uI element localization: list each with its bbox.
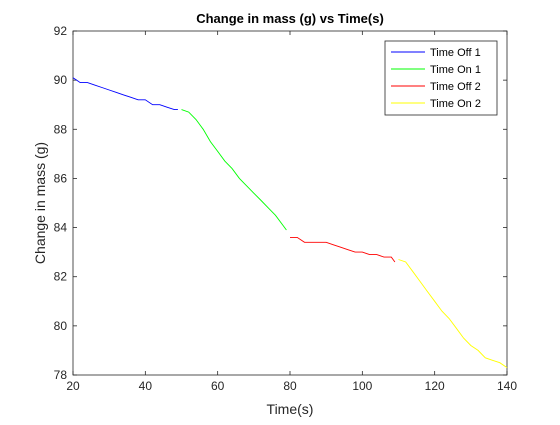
- legend-label: Time Off 1: [430, 47, 481, 59]
- y-tick-label: 82: [54, 270, 68, 284]
- x-tick-label: 140: [497, 379, 517, 393]
- y-tick-label: 80: [54, 319, 68, 333]
- x-tick-label: 60: [211, 379, 225, 393]
- legend-label: Time On 1: [430, 64, 481, 76]
- series-line: [398, 259, 508, 368]
- chart-title: Change in mass (g) vs Time(s): [196, 11, 384, 26]
- x-axis-label: Time(s): [267, 401, 314, 417]
- series-line: [72, 77, 178, 111]
- y-tick-label: 90: [54, 73, 68, 87]
- y-axis-label: Change in mass (g): [32, 142, 48, 264]
- series-line: [290, 236, 396, 263]
- y-tick-label: 92: [54, 24, 68, 38]
- legend-label: Time On 2: [430, 98, 481, 110]
- y-tick-label: 88: [54, 122, 68, 136]
- legend-label: Time Off 2: [430, 81, 481, 93]
- y-tick-label: 84: [54, 221, 68, 235]
- y-tick-label: 78: [54, 368, 68, 382]
- y-tick-label: 86: [54, 171, 68, 185]
- x-tick-label: 20: [66, 379, 80, 393]
- series-line: [181, 109, 287, 231]
- x-tick-label: 100: [352, 379, 372, 393]
- x-tick-label: 120: [425, 379, 445, 393]
- x-tick-label: 40: [139, 379, 153, 393]
- x-tick-label: 80: [283, 379, 297, 393]
- legend: Time Off 1 Time On 1 Time Off 2 Time On 2: [384, 40, 498, 116]
